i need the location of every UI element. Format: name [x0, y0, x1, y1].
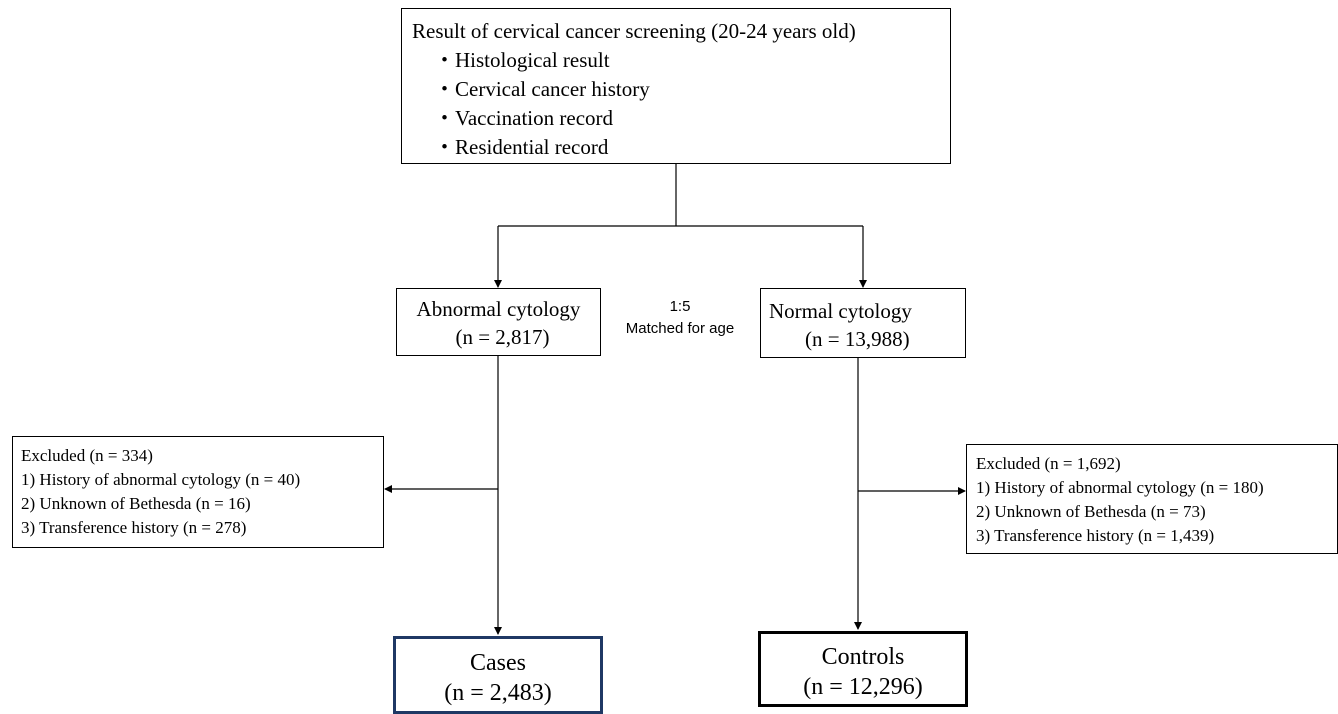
screening-item: ・Vaccination record: [434, 106, 614, 130]
cases-label: Cases: [470, 650, 526, 676]
screening-item: ・Cervical cancer history: [434, 77, 650, 101]
matching-note: 1:5 Matched for age: [612, 296, 748, 340]
excluded-left-box: Excluded (n = 334) 1) History of abnorma…: [12, 436, 384, 548]
normal-count: (n = 13,988): [805, 327, 910, 351]
abnormal-cytology-box: Abnormal cytology (n = 2,817): [396, 288, 601, 356]
excluded-left-item: 2) Unknown of Bethesda (n = 16): [21, 494, 251, 513]
screening-item: ・Residential record: [434, 135, 609, 159]
normal-cytology-box: Normal cytology (n = 13,988): [760, 288, 966, 358]
cases-count: (n = 2,483): [444, 680, 552, 706]
excluded-right-title: Excluded (n = 1,692): [976, 454, 1121, 473]
controls-count: (n = 12,296): [803, 674, 923, 700]
excluded-right-item: 2) Unknown of Bethesda (n = 73): [976, 502, 1206, 521]
controls-label: Controls: [821, 644, 905, 670]
matching-label: Matched for age: [625, 320, 735, 337]
abnormal-label: Abnormal cytology: [416, 297, 581, 321]
excluded-left-item: 3) Transference history (n = 278): [21, 518, 247, 537]
abnormal-count: (n = 2,817): [455, 325, 550, 349]
controls-box: Controls (n = 12,296): [758, 631, 968, 707]
screening-box: Result of cervical cancer screening (20-…: [401, 8, 951, 164]
matching-ratio: 1:5: [669, 298, 691, 315]
screening-item: ・Histological result: [434, 48, 610, 72]
cases-box: Cases (n = 2,483): [393, 636, 603, 714]
screening-title: Result of cervical cancer screening (20-…: [412, 19, 856, 43]
normal-label: Normal cytology: [769, 299, 912, 323]
excluded-left-item: 1) History of abnormal cytology (n = 40): [21, 470, 301, 489]
excluded-right-item: 3) Transference history (n = 1,439): [976, 526, 1215, 545]
excluded-left-title: Excluded (n = 334): [21, 446, 153, 465]
excluded-right-box: Excluded (n = 1,692) 1) History of abnor…: [966, 444, 1338, 554]
excluded-right-item: 1) History of abnormal cytology (n = 180…: [976, 478, 1264, 497]
